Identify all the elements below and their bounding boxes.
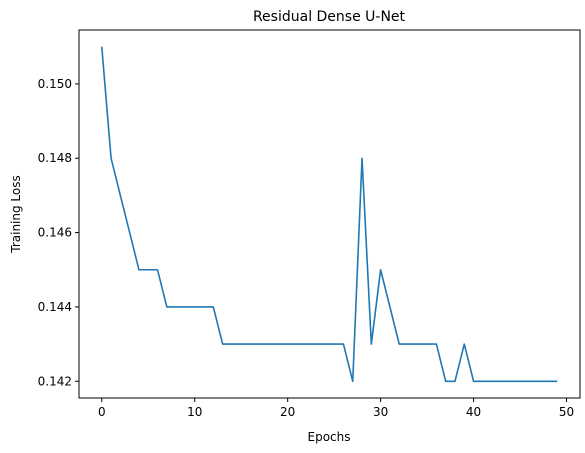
x-tick-label: 50 [559, 405, 574, 419]
x-tick-label: 30 [373, 405, 388, 419]
y-tick-label: 0.150 [38, 77, 72, 91]
y-tick-label: 0.148 [38, 151, 72, 165]
plot-frame [78, 29, 581, 399]
series-line [100, 46, 558, 383]
x-tick-label: 20 [280, 405, 295, 419]
chart-title: Residual Dense U-Net [253, 9, 406, 25]
y-axis-label: Training Loss [9, 175, 23, 253]
y-tick-label: 0.146 [38, 226, 72, 240]
x-axis: 0 10 20 30 40 50 [98, 398, 574, 419]
y-tick-label: 0.142 [38, 374, 72, 388]
x-axis-label: Epochs [308, 430, 351, 444]
x-tick-label: 0 [98, 405, 106, 419]
y-tick-label: 0.144 [38, 300, 72, 314]
series-layer [100, 46, 558, 383]
y-axis: 0.142 0.144 0.146 0.148 0.150 [38, 77, 79, 388]
x-tick-label: 40 [466, 405, 481, 419]
x-tick-label: 10 [187, 405, 202, 419]
